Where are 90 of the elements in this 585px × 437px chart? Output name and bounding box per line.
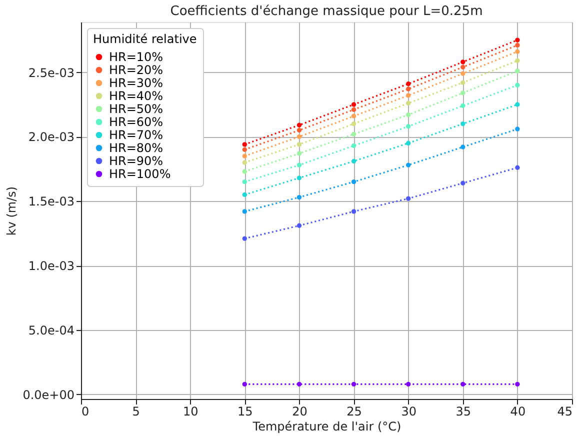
point: [460, 71, 466, 76]
legend-label: HR=80%: [109, 141, 164, 155]
x-tick-label: 20: [292, 404, 308, 418]
point: [460, 60, 466, 64]
point: [351, 107, 356, 112]
point: [242, 179, 248, 184]
x-tick-label: 40: [510, 404, 526, 418]
point: [351, 121, 356, 126]
chart-title: Coefficients d'échange massique pour L=0.25m: [170, 4, 483, 19]
legend-label: HR=100%: [109, 167, 171, 181]
y-tick-label: 1.5e-03: [28, 194, 74, 209]
x-tick-label: 15: [238, 404, 253, 418]
point: [296, 382, 302, 387]
point: [351, 102, 356, 107]
point: [460, 64, 466, 70]
point: [515, 58, 520, 64]
y-tick-label: 0.0e+00: [22, 388, 74, 402]
point: [242, 160, 248, 165]
point: [351, 132, 356, 136]
point: [296, 223, 302, 228]
y-tick-label: 2.0e-03: [28, 130, 74, 144]
point: [296, 162, 302, 168]
point: [351, 158, 356, 164]
point: [460, 121, 466, 126]
point: [460, 180, 466, 186]
point: [296, 122, 302, 128]
legend-label: HR=20%: [109, 63, 164, 77]
point: [515, 126, 520, 132]
point: [296, 142, 302, 147]
point: [515, 165, 520, 170]
legend-label: HR=70%: [109, 128, 164, 142]
point: [406, 86, 411, 92]
point: [406, 100, 411, 106]
point: [242, 192, 248, 198]
point: [515, 42, 520, 48]
point: [242, 209, 248, 214]
x-tick-label: 25: [346, 404, 362, 418]
point: [406, 162, 411, 168]
point: [515, 38, 520, 42]
y-tick-label: 5.0e-04: [28, 324, 74, 338]
point: [406, 124, 411, 129]
point: [296, 176, 302, 180]
point: [406, 93, 411, 98]
legend-label: HR=90%: [109, 154, 164, 168]
legend-label: HR=40%: [109, 89, 164, 103]
point: [296, 194, 302, 200]
point: [515, 68, 520, 74]
x-tick-label: 10: [182, 404, 198, 418]
point: [296, 128, 302, 133]
point: [351, 114, 356, 118]
point: [406, 196, 411, 201]
point: [406, 82, 411, 86]
point: [351, 179, 356, 184]
legend-label: HR=50%: [109, 102, 164, 116]
point: [296, 151, 302, 156]
y-tick-label: 1.0e-03: [28, 259, 74, 274]
x-tick-label: 30: [401, 404, 416, 418]
y-axis-title: kv (m/s): [4, 186, 19, 236]
point: [515, 102, 520, 107]
point: [351, 382, 356, 387]
x-tick-label: 0: [82, 404, 90, 418]
y-tick-label: 2.5e-03: [28, 66, 74, 80]
legend-label: HR=30%: [109, 76, 164, 90]
point: [515, 49, 520, 54]
legend-label: HR=60%: [109, 115, 164, 129]
point: [515, 82, 520, 88]
point: [460, 80, 466, 85]
point: [406, 140, 411, 146]
legend-label: HR=10%: [109, 50, 164, 64]
point: [460, 144, 466, 150]
point: [296, 134, 302, 140]
point: [460, 90, 466, 96]
point: [351, 143, 356, 148]
point: [242, 236, 248, 241]
x-axis-title: Température de l'air (°C): [252, 420, 402, 434]
legend-title: Humidité relative: [93, 32, 197, 46]
point: [242, 382, 248, 387]
point: [351, 209, 356, 214]
point: [460, 103, 466, 108]
point: [406, 382, 411, 387]
point: [406, 112, 411, 118]
x-tick-label: 35: [456, 404, 472, 418]
x-tick-label: 45: [557, 404, 572, 418]
point: [242, 142, 248, 147]
point: [460, 382, 466, 387]
point: [242, 154, 248, 158]
point: [242, 169, 248, 174]
point: [242, 147, 248, 152]
x-tick-label: 5: [132, 404, 140, 418]
point: [515, 382, 520, 387]
